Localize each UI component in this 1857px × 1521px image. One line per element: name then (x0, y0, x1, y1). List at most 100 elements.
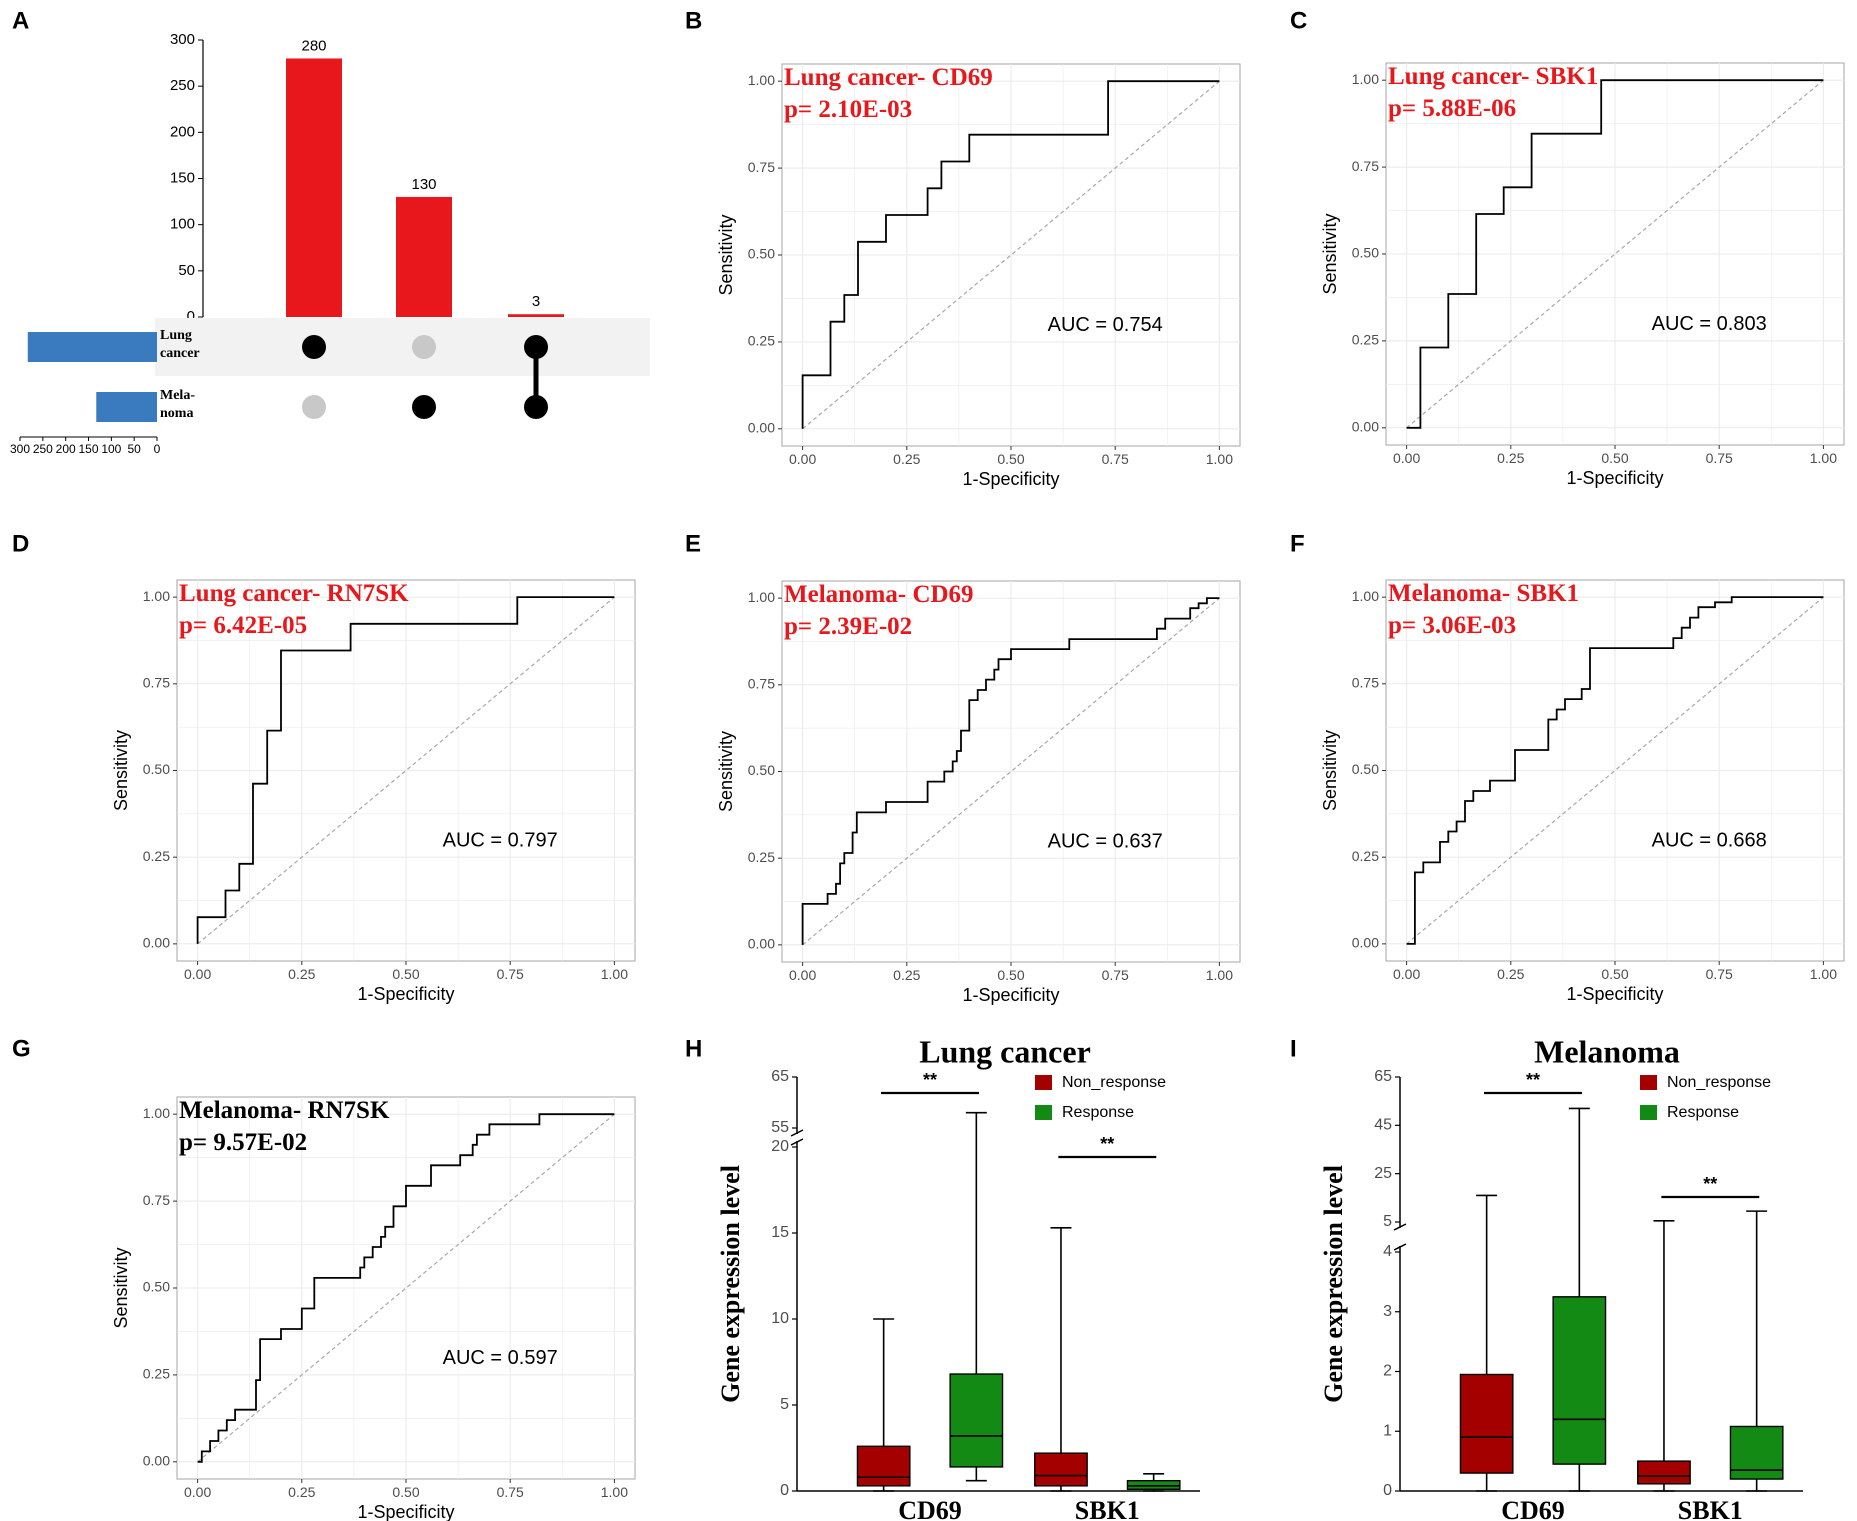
y-tick-label: 0.50 (748, 762, 775, 778)
legend-label: Non_response (1062, 1074, 1166, 1091)
x-tick-label: 0.50 (1601, 966, 1628, 982)
y-axis-title: Sensitivity (111, 1247, 131, 1328)
set-label-line: Lung (160, 328, 192, 343)
y-tick-label: 1.00 (143, 1105, 170, 1121)
panel-letter-B: B (685, 7, 702, 34)
x-tick-label: 0.75 (1706, 450, 1733, 466)
set-size-bar (96, 392, 157, 422)
matrix-dot (524, 335, 548, 359)
y-axis-title: Sensitivity (716, 214, 736, 295)
y-tick-label: 15 (771, 1224, 789, 1241)
y-axis-title: Gene expression level (1319, 1165, 1348, 1403)
boxplot-H: 0 5 10 15 20 55 65 Lung cancer Gene expression l… (716, 1033, 1200, 1521)
auc-label: AUC = 0.803 (1652, 313, 1767, 335)
box-body (949, 1373, 1004, 1468)
box-body (856, 1445, 911, 1487)
y-tick-label: 55 (771, 1119, 789, 1136)
y-tick-label: 0 (1383, 1482, 1392, 1499)
x-tick-label: 0.75 (1706, 966, 1733, 982)
y-tick-label: 1.00 (748, 72, 775, 88)
y-tick-label: 0.00 (748, 420, 775, 436)
y-tick-label: 45 (1374, 1117, 1392, 1134)
x-tick-label: 0.50 (1601, 450, 1628, 466)
x-tick-label: 1.00 (1810, 966, 1837, 982)
panel-letter-H: H (685, 1035, 702, 1062)
intersection-bar (508, 314, 564, 317)
y-tick-label: 0.25 (143, 848, 170, 864)
x-tick-label: 1.00 (601, 966, 628, 982)
x-tick-label: 0.25 (288, 1484, 315, 1500)
set-label-line: noma (160, 406, 193, 421)
x-tick-label: 0.25 (288, 966, 315, 982)
y-tick-label: 4 (1383, 1243, 1392, 1260)
set-size-tick-label: 150 (78, 442, 98, 456)
y-tick-label: 0.50 (143, 761, 170, 777)
x-category-label: SBK1 (1678, 1496, 1743, 1521)
axis-break-mark (790, 1129, 804, 1146)
roc-title: Melanoma- SBK1 (1388, 580, 1579, 607)
x-tick-label: 0.75 (497, 966, 524, 982)
y-tick-label: 1 (1383, 1422, 1392, 1439)
y-tick-label: 100 (170, 216, 195, 233)
panel-letter-G: G (12, 1035, 31, 1062)
panel-letter-I: I (1290, 1035, 1297, 1062)
y-tick-label: 0.50 (748, 246, 775, 262)
y-tick-label: 0.75 (1352, 675, 1379, 691)
significance-label: ** (1100, 1134, 1114, 1154)
y-tick-label: 200 (170, 123, 195, 140)
panel-letter-C: C (1290, 7, 1307, 34)
x-tick-label: 1.00 (1206, 967, 1233, 983)
panel-letter-F: F (1290, 530, 1305, 557)
x-tick-label: 0.50 (392, 966, 419, 982)
x-category-label: CD69 (898, 1496, 962, 1521)
x-tick-label: 0.25 (893, 967, 920, 983)
significance-label: ** (923, 1070, 937, 1090)
intersection-bar (286, 58, 342, 317)
y-tick-label: 65 (1374, 1068, 1392, 1085)
bar-value-label: 280 (301, 37, 326, 54)
matrix-row-shade (155, 318, 650, 376)
x-category-label: CD69 (1501, 1496, 1565, 1521)
set-label: Mela-noma (160, 388, 195, 421)
roc-plot-B: 0.00 0.00 0.25 0.25 0.50 0.50 0.75 0.75 1.00 1.00… (716, 63, 1241, 489)
y-tick-label: 0.25 (748, 849, 775, 865)
x-axis-title: 1-Specificity (1566, 468, 1663, 488)
matrix-dot (302, 395, 326, 419)
set-size-tick-label: 300 (10, 442, 30, 456)
y-tick-label: 1.00 (1352, 588, 1379, 604)
roc-pvalue: p= 9.57E-02 (179, 1129, 307, 1156)
y-axis-title: Sensitivity (1320, 730, 1340, 811)
matrix-dot (524, 395, 548, 419)
x-tick-label: 0.50 (997, 451, 1024, 467)
set-size-tick-label: 50 (127, 442, 141, 456)
y-tick-label: 0.50 (1352, 245, 1379, 261)
legend-label: Response (1062, 1104, 1134, 1121)
roc-title: Lung cancer- RN7SK (179, 580, 409, 607)
roc-curve (1406, 596, 1824, 945)
roc-curve (1406, 79, 1824, 429)
chance-diagonal (197, 596, 615, 945)
y-tick-label: 0.75 (1352, 158, 1379, 174)
y-axis-title: Sensitivity (716, 731, 736, 812)
y-axis-title: Sensitivity (1320, 213, 1340, 294)
y-tick-label: 0.50 (143, 1279, 170, 1295)
y-tick-label: 0.00 (1352, 419, 1379, 435)
x-tick-label: 0.00 (1393, 966, 1420, 982)
x-tick-label: 0.25 (893, 451, 920, 467)
y-tick-label: 0.75 (143, 675, 170, 691)
y-tick-label: 0.25 (748, 333, 775, 349)
intersection-bar (396, 196, 452, 317)
y-tick-label: 0.50 (1352, 761, 1379, 777)
auc-label: AUC = 0.754 (1048, 314, 1163, 336)
box-body (1126, 1479, 1181, 1490)
roc-title: Melanoma- RN7SK (179, 1097, 390, 1124)
panel-letter-D: D (12, 530, 29, 557)
boxplot-title: Lung cancer (919, 1033, 1091, 1069)
legend-label: Non_response (1667, 1074, 1771, 1091)
x-tick-label: 0.00 (789, 451, 816, 467)
y-tick-label: 65 (771, 1068, 789, 1085)
y-tick-label: 2 (1383, 1363, 1392, 1380)
y-tick-label: 300 (170, 31, 195, 48)
